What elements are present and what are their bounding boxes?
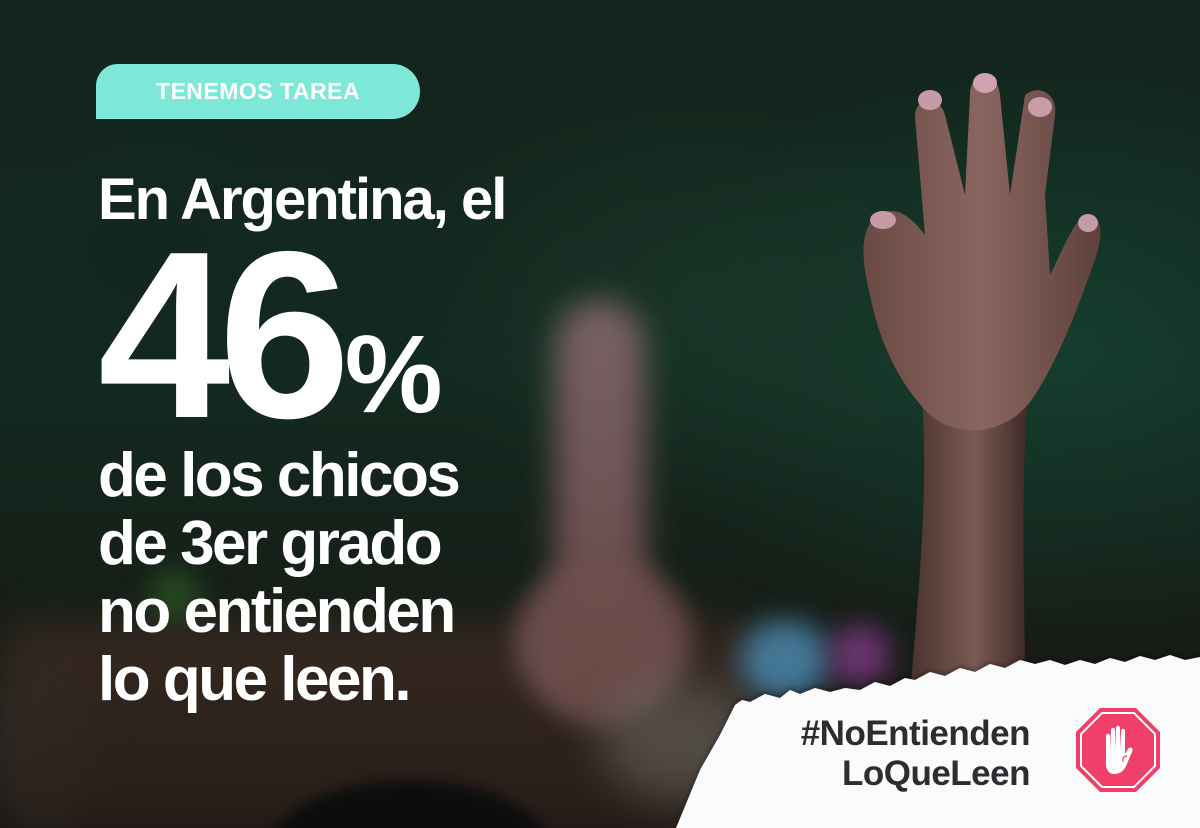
headline-line-6: lo que leen. <box>98 645 412 714</box>
raised-hand-image <box>863 73 1101 695</box>
headline-line-5: no entienden <box>98 577 456 646</box>
statistic-number: 46 <box>98 203 351 468</box>
campaign-hashtag: #NoEntienden LoQueLeen <box>800 714 1031 794</box>
hashtag-line-1: #NoEntienden <box>800 714 1031 753</box>
background-blur-blue <box>740 620 830 700</box>
background-blur-green <box>150 570 200 620</box>
statistic-percent-sign: % <box>344 313 443 436</box>
headline-line-1: En Argentina, el <box>98 167 507 232</box>
headline-line-3: de los chicos <box>98 441 461 510</box>
headline: En Argentina, el 46 % de los chicos de 3… <box>98 167 507 714</box>
stop-hand-icon <box>1076 708 1160 792</box>
background-blur-light <box>600 680 760 800</box>
headline-statistic: 46 % <box>98 203 505 468</box>
category-tag: TENEMOS TAREA <box>96 64 420 119</box>
headline-line-4: de 3er grado <box>98 509 443 578</box>
category-tag-label: TENEMOS TAREA <box>155 78 361 104</box>
hashtag-line-2: LoQueLeen <box>841 754 1031 793</box>
